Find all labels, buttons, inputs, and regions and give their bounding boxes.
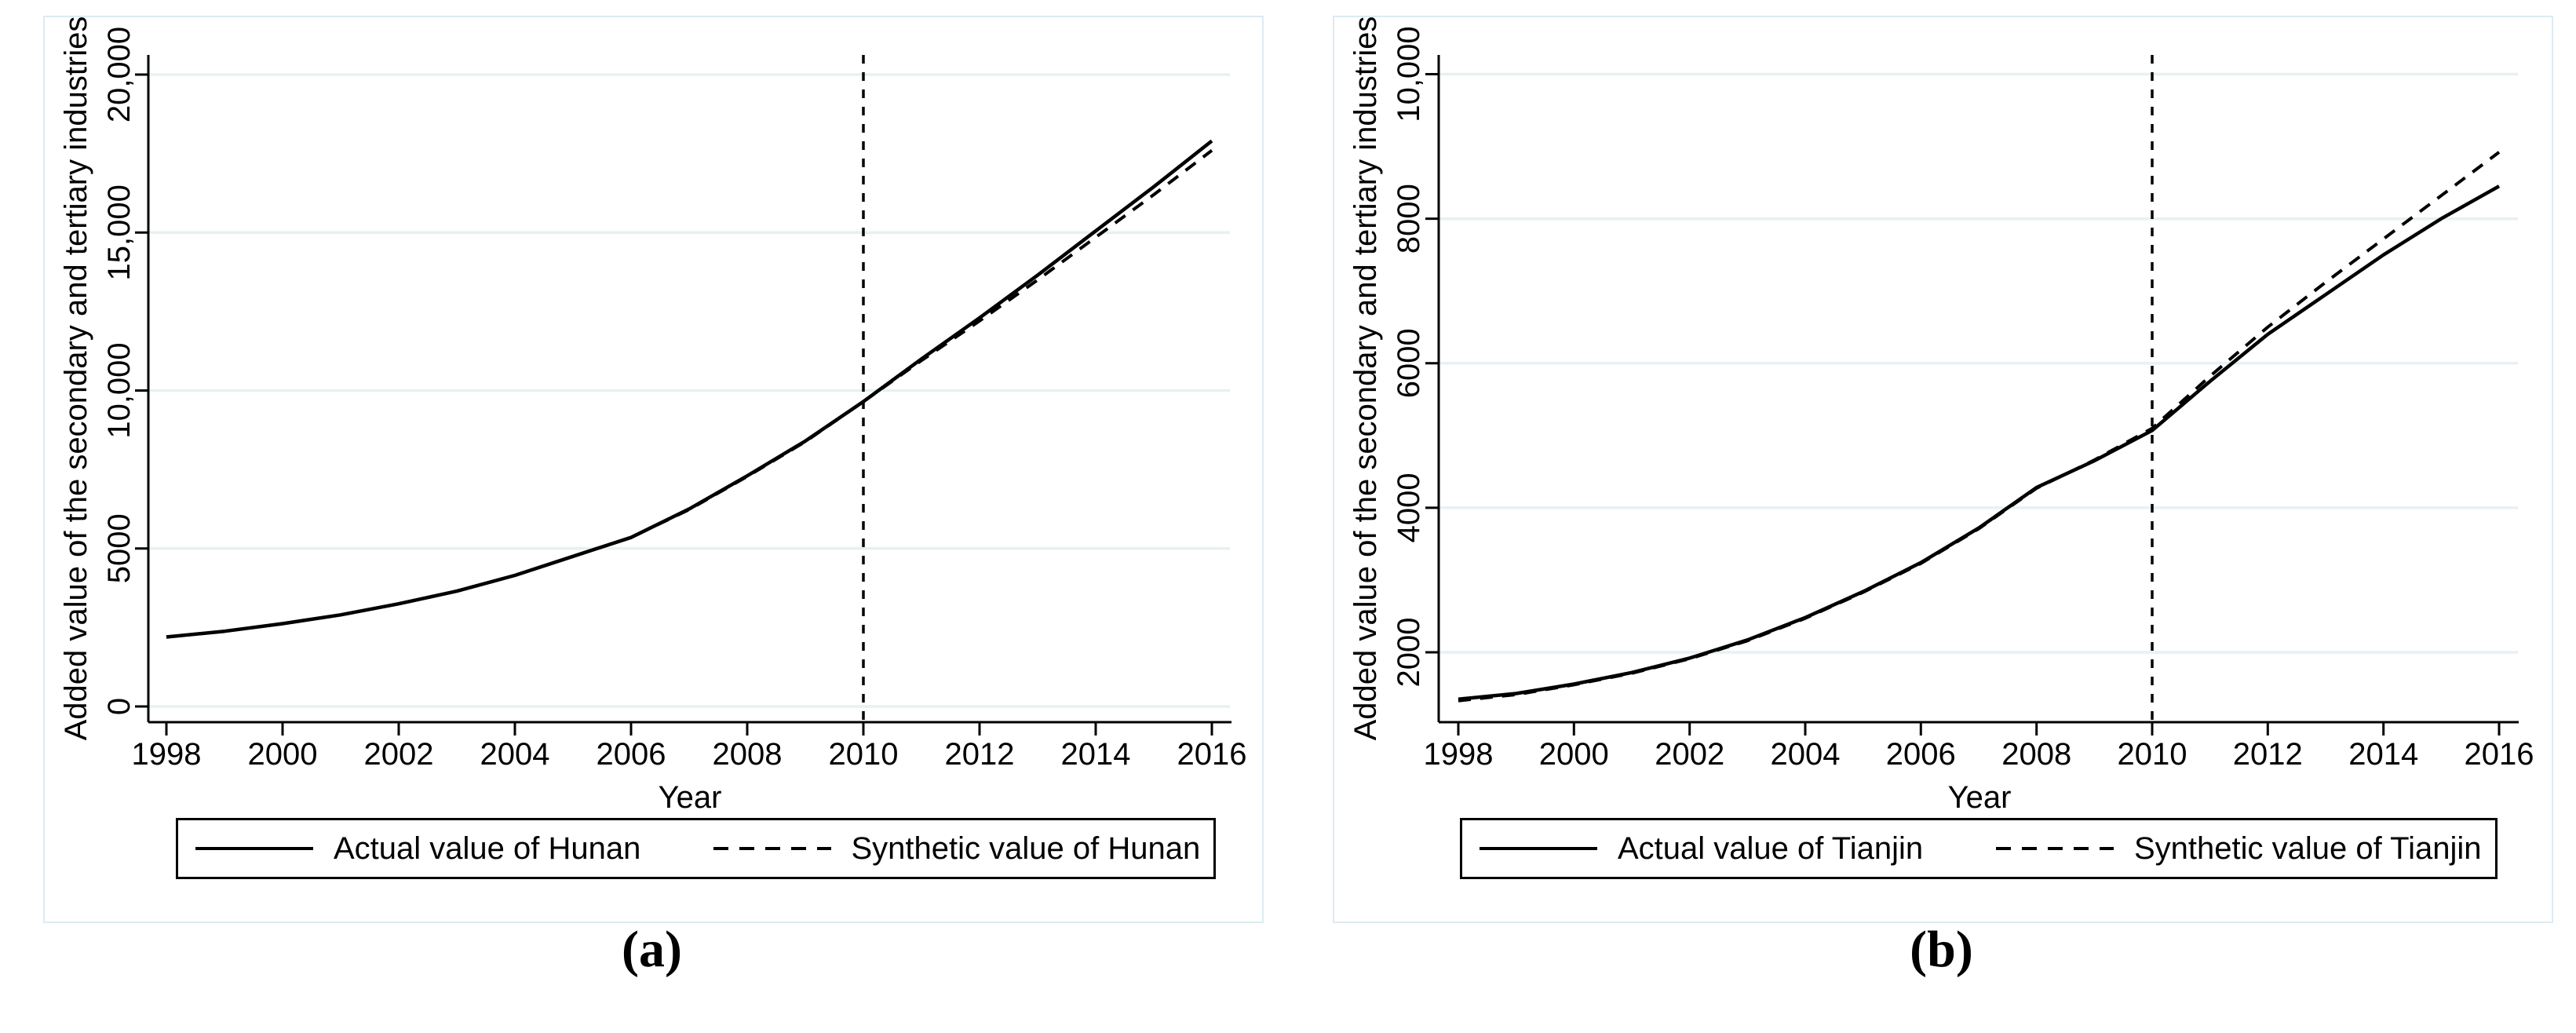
series-synthetic-line	[166, 149, 1213, 639]
legend-a: Actual value of Hunan Synthetic value of…	[176, 818, 1216, 879]
legend-entry-actual: Actual value of Hunan	[178, 820, 696, 877]
dashed-line-sample	[1996, 847, 2114, 850]
x-axis-title: Year	[1947, 780, 2012, 815]
x-tick-label: 2014	[2348, 737, 2418, 772]
y-tick-label: 15,000	[102, 184, 137, 280]
legend-entry-synthetic: Synthetic value of Tianjin	[1979, 820, 2495, 877]
chart-a-plot: 0 5000 10,000 15,000 20,000 1998 2000 2002 2004 2…	[102, 27, 1247, 772]
legend-label-actual: Actual value of Tianjin	[1618, 830, 1924, 866]
x-tick-label: 2012	[2233, 737, 2303, 772]
y-tick-label: 4000	[1392, 473, 1426, 542]
legend-label-actual: Actual value of Hunan	[334, 830, 641, 866]
panel-a: 0 5000 10,000 15,000 20,000 1998 2000 2002 2004 2…	[43, 16, 1264, 923]
panel-a-caption: (a)	[622, 921, 682, 978]
x-tick-label: 2004	[480, 737, 550, 772]
x-axis-title: Year	[658, 780, 722, 815]
y-tick-label: 20,000	[102, 27, 137, 122]
x-tick-label: 2012	[945, 737, 1015, 772]
y-tick-label: 8000	[1392, 184, 1426, 254]
chart-b-plot: 2000 4000 6000 8000 10,000 1998 2000 2002 2004 20…	[1392, 26, 2534, 772]
legend-entry-synthetic: Synthetic value of Hunan	[696, 820, 1214, 877]
y-tick-label: 5000	[102, 513, 137, 583]
y-tick-label: 6000	[1392, 328, 1426, 398]
x-tick-label: 2008	[2001, 737, 2071, 772]
x-tick-label: 2002	[1655, 737, 1724, 772]
x-tick-label: 2010	[829, 737, 899, 772]
y-tick-label: 0	[102, 698, 137, 715]
x-tick-label: 1998	[1424, 737, 1494, 772]
series-actual-line	[166, 139, 1213, 639]
solid-line-sample	[195, 847, 313, 850]
solid-line-sample	[1480, 847, 1597, 850]
x-tick-label: 2010	[2118, 737, 2187, 772]
legend-label-synthetic: Synthetic value of Hunan	[851, 830, 1201, 866]
series-actual-line	[1458, 184, 2501, 702]
x-tick-label: 2008	[713, 737, 783, 772]
x-tick-label: 2000	[1539, 737, 1609, 772]
legend-entry-actual: Actual value of Tianjin	[1462, 820, 1979, 877]
panel-b-caption: (b)	[1910, 921, 1973, 978]
y-tick-label: 10,000	[1392, 26, 1426, 122]
y-axis-title: Added value of the secondary and tertiar…	[1348, 16, 1383, 741]
x-tick-label: 2000	[248, 737, 318, 772]
x-tick-label: 2004	[1771, 737, 1841, 772]
x-tick-label: 2016	[1177, 737, 1247, 772]
x-tick-label: 2006	[597, 737, 666, 772]
y-tick-label: 10,000	[102, 342, 137, 438]
x-tick-label: 2014	[1061, 737, 1131, 772]
legend-b: Actual value of Tianjin Synthetic value …	[1460, 818, 2498, 879]
legend-label-synthetic: Synthetic value of Tianjin	[2134, 830, 2482, 866]
x-tick-label: 2002	[364, 737, 434, 772]
x-tick-label: 2006	[1886, 737, 1956, 772]
panel-b: 2000 4000 6000 8000 10,000 1998 2000 2002 2004 20…	[1333, 16, 2553, 923]
series-synthetic-line	[1458, 151, 2501, 703]
y-axis-title: Added value of the secondary and tertiar…	[59, 16, 93, 741]
x-tick-label: 1998	[132, 737, 202, 772]
dashed-line-sample	[713, 847, 831, 850]
x-tick-label: 2016	[2465, 737, 2534, 772]
y-tick-label: 2000	[1392, 618, 1426, 688]
